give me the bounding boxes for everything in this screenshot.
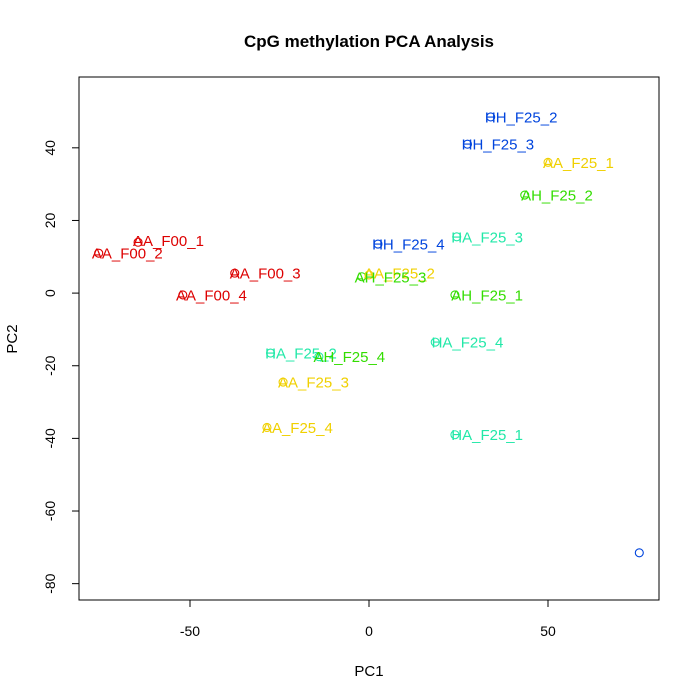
point-label: AA_F25_4 <box>262 420 333 437</box>
data-point <box>520 190 530 200</box>
x-axis-label: PC1 <box>354 663 383 680</box>
data-point <box>314 352 324 362</box>
point-label: HA_F25_1 <box>451 427 523 444</box>
data-point <box>262 422 272 433</box>
data-point <box>133 237 143 247</box>
y-tick-label: -80 <box>42 573 58 593</box>
data-point <box>543 157 553 167</box>
data-point <box>278 377 288 387</box>
point-label: HH_F25_2 <box>485 109 558 126</box>
y-tick-label: -40 <box>42 428 58 448</box>
x-axis: -50 0 50 <box>180 599 556 639</box>
point-label: AA_F00_2 <box>92 246 163 263</box>
point-label: HH_F25_4 <box>372 237 445 254</box>
point-label: AH_F25_4 <box>313 349 385 366</box>
y-tick-label: -60 <box>42 501 58 521</box>
data-point <box>486 112 496 122</box>
scatter-points <box>94 112 644 558</box>
point-label: AA_F25_1 <box>543 155 614 172</box>
data-point <box>634 548 644 558</box>
data-point <box>265 348 276 358</box>
data-point <box>462 139 473 149</box>
y-tick-label: -20 <box>42 355 58 375</box>
data-point <box>450 430 460 440</box>
data-point <box>178 290 188 300</box>
point-label: HH_F25_3 <box>462 137 535 154</box>
data-point <box>430 337 440 347</box>
point-label: AA_F25_2 <box>364 266 435 283</box>
y-tick-label: 40 <box>42 140 58 156</box>
point-label: AA_F00_1 <box>133 233 204 250</box>
data-point <box>364 270 374 280</box>
point-label: AH_F25_1 <box>451 287 523 304</box>
x-tick-label: 0 <box>365 623 373 639</box>
data-point <box>94 248 104 258</box>
data-point <box>450 290 460 300</box>
y-axis-label: PC2 <box>4 324 21 353</box>
point-label: HA_F25_3 <box>451 229 523 246</box>
data-point <box>373 239 383 249</box>
point-label: HA_F25_4 <box>432 335 504 352</box>
point-label: AH_F25_2 <box>521 188 593 205</box>
x-tick-label: 50 <box>540 623 556 639</box>
point-label: HA_F25_2 <box>265 346 337 363</box>
y-tick-label: 0 <box>42 289 58 297</box>
point-label: AA_F00_3 <box>230 266 301 283</box>
point-label: AA_F00_4 <box>176 287 247 304</box>
chart-title: CpG methylation PCA Analysis <box>244 32 494 51</box>
point-labels: AA_F00_1AA_F00_2 AA_F00_3 AA_F00_4 HA_F25_2… <box>92 109 614 444</box>
y-axis: -80 -60 -40 -20 0 20 40 <box>42 140 80 594</box>
y-tick-label: 20 <box>42 212 58 228</box>
point-label: AA_F25_3 <box>278 375 349 392</box>
point-label: AH_F25_3 <box>355 269 427 286</box>
data-point <box>452 232 462 242</box>
data-point <box>230 268 240 278</box>
x-tick-label: -50 <box>180 623 200 639</box>
